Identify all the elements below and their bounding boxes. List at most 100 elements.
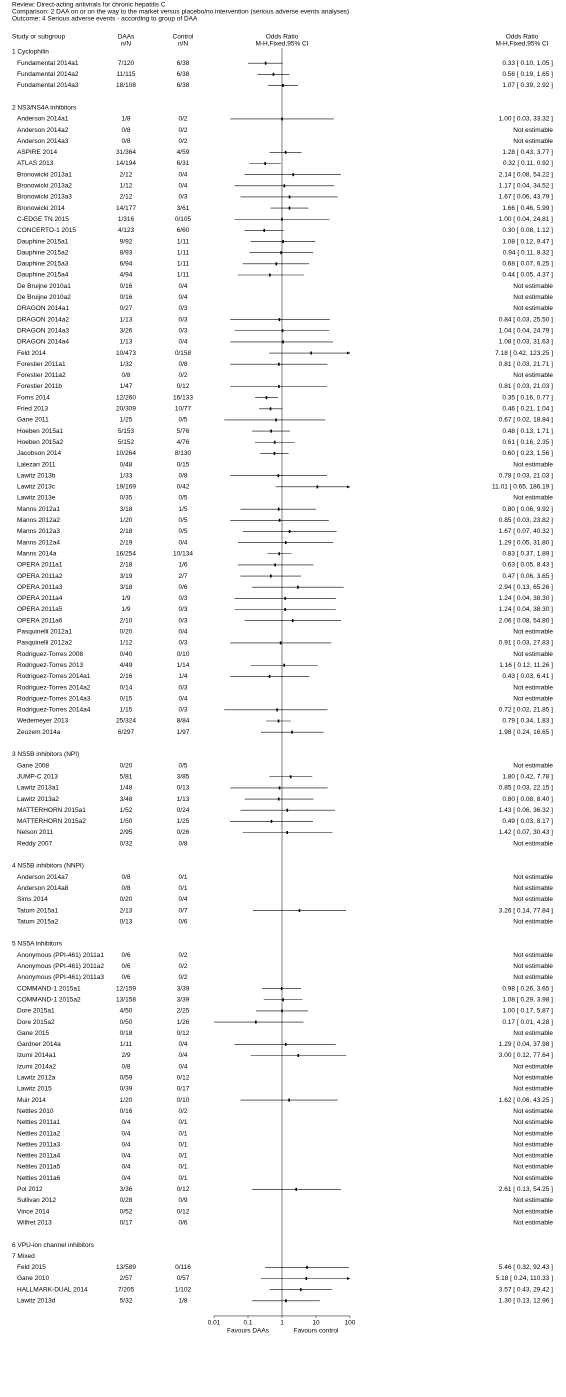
favours-right: Favours control (294, 1328, 339, 1335)
daa-events: 12/260 (116, 394, 136, 401)
effect-label: 0.56 [ 0.19, 1.65 ] (502, 71, 553, 78)
effect-label: 0.43 [ 0.03, 6.41 ] (502, 673, 553, 680)
odds-ratio-marker (263, 228, 266, 232)
odds-ratio-marker (278, 318, 281, 322)
study-name: Anderson 2014a2 (17, 127, 69, 134)
control-events: 0/12 (177, 1075, 190, 1082)
effect-label: 0.72 [ 0.02, 21.85 ] (499, 707, 553, 714)
effect-label: 0.98 [ 0.26, 3.65 ] (502, 985, 553, 992)
study-name: Lawitz 2013c (17, 484, 56, 491)
subgroup-title: 2 NS3/NS4A inhibitors (12, 104, 77, 111)
effect-label: 7.18 [ 0.42, 123.25 ] (495, 350, 553, 357)
effect-label: Not estimable (513, 1119, 553, 1126)
daa-events: 0/4 (121, 1164, 130, 1171)
study-name: Dauphine 2015a3 (17, 261, 69, 268)
daa-events: 0/16 (120, 283, 133, 290)
control-events: 1/11 (177, 238, 190, 245)
effect-label: 11.01 [ 0.65, 186.19 ] (492, 484, 553, 491)
daa-events: 0/8 (121, 874, 130, 881)
effect-label: Not estimable (513, 963, 553, 970)
effect-label: 0.49 [ 0.03, 8.17 ] (502, 818, 553, 825)
effect-label: Not estimable (513, 1075, 553, 1082)
daa-events: 1/12 (120, 640, 133, 647)
control-events: 0/1 (178, 885, 187, 892)
control-events: 0/116 (175, 1264, 191, 1271)
study-name: Bronowicki 2013a1 (17, 171, 72, 178)
column-heading: n/N (121, 41, 131, 48)
effect-label: 0.32 [ 0.11, 0.92 ] (503, 160, 553, 167)
study-name: Nettles 2011a6 (17, 1175, 61, 1182)
daa-events: 1/33 (120, 472, 133, 479)
daa-events: 4/49 (120, 662, 133, 669)
odds-ratio-marker (278, 518, 281, 522)
odds-ratio-marker (284, 150, 287, 154)
effect-label: 1.98 [ 0.24, 16.65 ] (499, 729, 553, 736)
control-events: 0/1 (178, 874, 187, 881)
daa-events: 10/473 (116, 350, 136, 357)
study-name: Gardner 2014a (17, 1041, 61, 1048)
effect-label: 1.28 [ 0.43, 3.77 ] (502, 149, 553, 156)
column-heading: n/N (178, 41, 188, 48)
odds-ratio-marker (305, 1277, 308, 1280)
effect-label: 0.67 [ 0.02, 18.84 ] (499, 417, 553, 424)
control-events: 3/61 (177, 205, 190, 212)
effect-label: 1.29 [ 0.04, 37.98 ] (499, 1041, 553, 1048)
control-events: 0/26 (177, 829, 190, 836)
study-name: De Bruijne 2010a2 (17, 294, 71, 301)
effect-label: 2.61 [ 0.13, 54.25 ] (499, 1186, 553, 1193)
study-name: Bronowicki 2013a3 (17, 194, 72, 201)
effect-label: 1.80 [ 0.42, 7.78 ] (502, 773, 553, 780)
daa-events: 6/94 (120, 261, 133, 268)
daa-events: 12/159 (116, 985, 136, 992)
study-name: Nettles 2011a2 (17, 1130, 61, 1137)
effect-label: 1.00 [ 0.04, 24.81 ] (499, 216, 553, 223)
header-line: Comparison: 2 DAA on or on the way to th… (12, 9, 349, 16)
odds-ratio-marker (265, 396, 268, 400)
study-name: Fried 2013 (17, 406, 48, 413)
control-events: 0/4 (178, 539, 187, 546)
daa-events: 5/152 (118, 439, 135, 446)
subgroup-title: 3 NS5B inhibitors (NPI) (12, 751, 79, 758)
odds-ratio-marker (284, 596, 286, 600)
effect-label: Not estimable (513, 1197, 553, 1204)
study-name: Forns 2014 (17, 394, 50, 401)
study-name: Gane 2011 (17, 417, 49, 424)
effect-label: Not estimable (513, 1164, 553, 1171)
study-name: Fundamental 2014a2 (17, 71, 79, 78)
control-events: 0/9 (178, 1197, 187, 1204)
odds-ratio-marker (288, 529, 291, 533)
study-name: Pol 2012 (17, 1186, 43, 1193)
daa-events: 2/13 (120, 907, 133, 914)
control-events: 4/59 (177, 149, 190, 156)
effect-label: 0.68 [ 0.07, 6.25 ] (502, 261, 553, 268)
study-name: Rodriguez-Torres 2014a3 (17, 695, 91, 702)
study-name: COMMAND-1 2015a2 (17, 996, 81, 1003)
effect-label: 0.78 [ 0.03, 21.03 ] (499, 472, 553, 479)
odds-ratio-marker (269, 407, 272, 411)
study-name: Forestier 2011a2 (17, 372, 66, 379)
daa-events: 11/115 (117, 71, 136, 78)
odds-ratio-marker (299, 1288, 302, 1292)
control-events: 0/2 (178, 952, 187, 959)
daa-events: 0/8 (121, 372, 130, 379)
odds-ratio-marker (306, 1265, 308, 1269)
effect-label: 1.07 [ 0.39, 2.92 ] (502, 82, 553, 89)
daa-events: 0/28 (120, 1197, 133, 1204)
control-events: 8/84 (177, 718, 190, 725)
daa-events: 0/8 (121, 138, 130, 145)
daa-events: 2/10 (120, 617, 133, 624)
control-events: 0/3 (178, 327, 187, 334)
study-name: Lawitz 2012a (17, 1075, 56, 1082)
control-events: 1/8 (178, 1298, 187, 1305)
effect-label: 0.83 [ 0.37, 1.89 ] (502, 550, 553, 557)
odds-ratio-marker (270, 819, 273, 823)
study-name: Manns 2012a4 (17, 539, 60, 546)
study-name: Anderson 2014a8 (17, 885, 69, 892)
control-events: 0/3 (178, 194, 187, 201)
daa-events: 0/6 (121, 974, 130, 981)
daa-events: 2/12 (120, 194, 133, 201)
control-events: 0/158 (175, 350, 192, 357)
control-events: 0/6 (178, 584, 187, 591)
effect-label: 0.80 [ 0.06, 9.92 ] (502, 506, 553, 513)
daa-events: 5/32 (120, 1298, 133, 1305)
